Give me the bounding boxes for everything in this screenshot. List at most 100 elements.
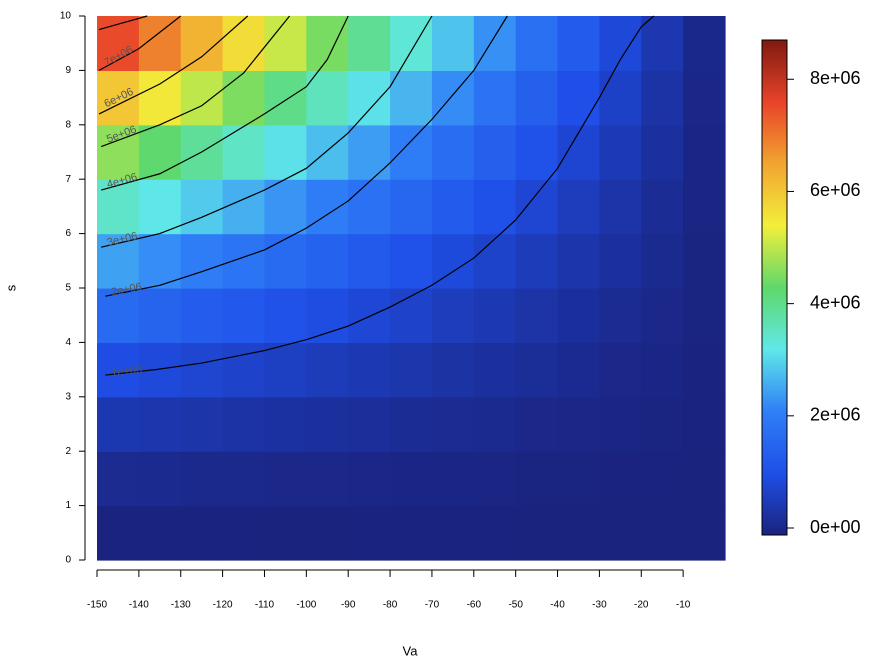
heat-cell	[306, 288, 349, 343]
colorbar-tick-label: 6e+06	[810, 180, 861, 200]
x-tick-label: -90	[341, 600, 356, 611]
heat-cell	[222, 451, 266, 507]
heat-cell	[683, 16, 726, 71]
x-tick-label: -40	[550, 600, 565, 611]
heat-cell	[557, 179, 600, 235]
heat-cell	[431, 505, 475, 561]
heat-cell	[431, 70, 475, 126]
heat-cell	[599, 451, 642, 507]
heat-cell	[641, 505, 684, 561]
heat-cell	[473, 124, 517, 180]
y-tick-label: 8	[65, 119, 71, 130]
heat-cell	[515, 233, 559, 289]
heat-cell	[641, 124, 684, 180]
heat-cell	[557, 70, 600, 126]
x-tick-label: -20	[634, 600, 649, 611]
heat-cell	[515, 124, 559, 180]
heat-cell	[306, 505, 349, 561]
heat-cell	[264, 233, 307, 289]
heat-cell	[348, 451, 391, 507]
heat-cell	[97, 451, 140, 507]
heat-cell	[390, 179, 433, 235]
heat-cell	[138, 124, 182, 180]
heat-cell	[264, 451, 307, 507]
heat-cell	[515, 396, 559, 452]
y-tick-label: 7	[65, 174, 71, 185]
x-tick-label: -10	[676, 600, 691, 611]
contour-line	[98, 15, 148, 31]
heat-cell	[683, 451, 726, 507]
heat-cell	[180, 342, 224, 398]
heat-cell	[431, 396, 475, 452]
heat-cell	[97, 342, 140, 398]
heat-cell	[431, 124, 475, 180]
heat-cell	[264, 16, 307, 71]
heat-cell	[599, 396, 642, 452]
x-tick-label: -140	[129, 600, 149, 611]
contour-line	[105, 15, 655, 376]
heat-cell	[348, 342, 391, 398]
heat-cell	[683, 233, 726, 289]
heat-cell	[348, 505, 391, 561]
heat-cell	[222, 124, 266, 180]
heat-cell	[390, 451, 433, 507]
contour-line	[101, 15, 433, 248]
heat-cell	[348, 288, 391, 343]
heat-cell	[180, 288, 224, 343]
heat-cell	[431, 451, 475, 507]
y-tick-label: 10	[60, 11, 72, 22]
heat-cell	[599, 16, 642, 71]
heat-cell	[515, 16, 559, 71]
y-tick-label: 0	[65, 555, 71, 566]
heat-cell	[599, 288, 642, 343]
heat-cell	[97, 288, 140, 343]
heat-cell	[180, 179, 224, 235]
heat-cell	[683, 505, 726, 561]
heat-cell	[222, 16, 266, 71]
heat-cell	[97, 396, 140, 452]
heat-cell	[138, 451, 182, 507]
heat-cell	[348, 70, 391, 126]
x-tick-label: -30	[592, 600, 607, 611]
heat-cell	[138, 233, 182, 289]
heat-cell	[306, 16, 349, 71]
heat-cell	[431, 179, 475, 235]
heat-cell	[599, 70, 642, 126]
x-axis-label: Va	[403, 643, 419, 658]
heat-cell	[138, 70, 182, 126]
x-tick-label: -50	[508, 600, 523, 611]
heat-cell	[557, 288, 600, 343]
heat-cell	[683, 70, 726, 126]
contour-line	[98, 15, 249, 115]
heat-cell	[180, 233, 224, 289]
heat-cell	[97, 179, 140, 235]
heat-cell	[264, 505, 307, 561]
heat-cell	[264, 396, 307, 452]
heat-cell	[264, 179, 307, 235]
heat-cell	[473, 342, 517, 398]
heat-cell	[557, 396, 600, 452]
heat-cell	[641, 179, 684, 235]
heat-cell	[390, 288, 433, 343]
heat-cell	[473, 288, 517, 343]
heat-cell	[138, 505, 182, 561]
heat-cell	[390, 233, 433, 289]
heat-cell	[557, 233, 600, 289]
heat-cell	[641, 16, 684, 71]
heat-cell	[180, 451, 224, 507]
heat-cell	[515, 70, 559, 126]
heat-cell	[390, 124, 433, 180]
y-tick-label: 4	[65, 337, 71, 348]
heat-cell	[473, 233, 517, 289]
heat-cell	[306, 396, 349, 452]
heat-cell	[473, 396, 517, 452]
heat-cell	[641, 451, 684, 507]
x-tick-label: -70	[425, 600, 440, 611]
colorbar-tick-label: 2e+06	[810, 405, 861, 425]
heat-cell	[515, 288, 559, 343]
heat-cell	[138, 342, 182, 398]
heat-cell	[180, 505, 224, 561]
heat-cell	[222, 396, 266, 452]
y-tick-label: 9	[65, 65, 71, 76]
